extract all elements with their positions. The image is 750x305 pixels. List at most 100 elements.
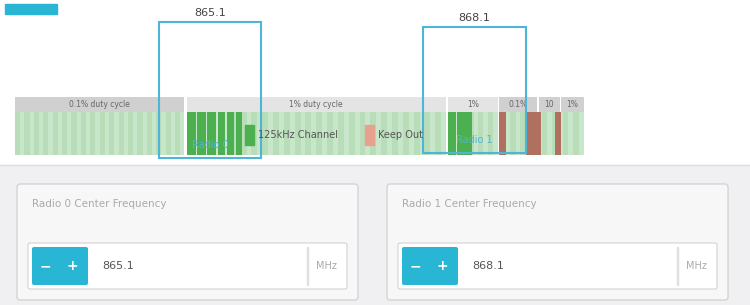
Text: −: − xyxy=(410,259,421,273)
Bar xyxy=(197,112,203,155)
Bar xyxy=(526,112,541,155)
Bar xyxy=(284,112,290,155)
Bar xyxy=(316,112,322,155)
Bar xyxy=(273,112,279,155)
FancyBboxPatch shape xyxy=(387,184,728,300)
Bar xyxy=(555,112,561,155)
FancyBboxPatch shape xyxy=(398,243,717,289)
Bar xyxy=(81,112,86,155)
Text: 868.1: 868.1 xyxy=(458,13,490,23)
Bar xyxy=(207,112,216,155)
Bar xyxy=(15,112,184,155)
Bar xyxy=(327,112,333,155)
Bar xyxy=(236,112,242,155)
Bar xyxy=(448,97,498,112)
Bar xyxy=(44,112,48,155)
Bar xyxy=(197,112,206,155)
Bar xyxy=(424,112,430,155)
Bar xyxy=(478,112,484,155)
Bar xyxy=(458,112,464,155)
Bar xyxy=(542,112,548,155)
FancyBboxPatch shape xyxy=(28,243,347,289)
Bar xyxy=(552,112,558,155)
Bar xyxy=(466,112,472,155)
Bar xyxy=(226,112,234,155)
Bar xyxy=(24,112,29,155)
Text: 0.1%: 0.1% xyxy=(509,100,528,109)
Text: 865.1: 865.1 xyxy=(194,8,226,18)
FancyBboxPatch shape xyxy=(17,184,358,300)
Bar xyxy=(448,112,456,155)
Bar xyxy=(500,112,584,155)
Text: 1% duty cycle: 1% duty cycle xyxy=(290,100,343,109)
Bar xyxy=(365,125,374,145)
Bar xyxy=(538,97,560,112)
Bar xyxy=(307,247,308,285)
Text: 868.1: 868.1 xyxy=(472,261,504,271)
Bar xyxy=(500,112,505,155)
Text: +: + xyxy=(66,259,78,273)
Bar xyxy=(241,112,247,155)
Bar xyxy=(100,112,105,155)
Text: Radio 0 Center Frequency: Radio 0 Center Frequency xyxy=(32,199,166,209)
Bar xyxy=(488,112,494,155)
Bar xyxy=(370,112,376,155)
Bar xyxy=(338,112,344,155)
Bar xyxy=(295,112,301,155)
Bar xyxy=(0,165,750,305)
Text: Radio 0: Radio 0 xyxy=(192,140,229,150)
Bar xyxy=(219,112,225,155)
Bar xyxy=(510,112,516,155)
Bar xyxy=(468,112,473,155)
Text: MHz: MHz xyxy=(686,261,706,271)
Bar xyxy=(147,112,152,155)
Bar xyxy=(305,112,311,155)
Bar xyxy=(359,112,365,155)
Bar xyxy=(209,112,214,155)
Bar xyxy=(448,112,454,155)
Bar xyxy=(90,112,95,155)
Bar xyxy=(166,112,171,155)
Bar xyxy=(413,112,419,155)
Bar xyxy=(562,112,568,155)
Bar xyxy=(230,112,236,155)
Bar xyxy=(349,112,355,155)
Bar xyxy=(5,4,57,14)
FancyBboxPatch shape xyxy=(402,247,458,285)
Bar xyxy=(262,112,268,155)
Text: 1%: 1% xyxy=(566,100,578,109)
Text: Keep Out: Keep Out xyxy=(378,130,423,140)
Bar xyxy=(245,125,254,145)
Bar xyxy=(34,112,39,155)
Bar xyxy=(500,97,538,112)
Bar xyxy=(156,112,161,155)
Text: 0.1% duty cycle: 0.1% duty cycle xyxy=(69,100,130,109)
Bar xyxy=(573,112,579,155)
Text: Radio 1 Center Frequency: Radio 1 Center Frequency xyxy=(402,199,537,209)
Bar xyxy=(53,112,58,155)
Text: +: + xyxy=(436,259,448,273)
Bar xyxy=(128,112,133,155)
Text: 865.1: 865.1 xyxy=(102,261,134,271)
Text: 1%: 1% xyxy=(467,100,479,109)
Bar xyxy=(187,112,196,155)
Bar xyxy=(435,112,441,155)
Bar xyxy=(251,112,257,155)
Bar xyxy=(677,247,678,285)
Bar xyxy=(187,112,446,155)
Bar xyxy=(381,112,387,155)
Bar xyxy=(403,112,409,155)
Bar xyxy=(531,112,537,155)
Bar xyxy=(137,112,142,155)
Bar xyxy=(187,112,193,155)
Bar xyxy=(392,112,398,155)
Bar xyxy=(15,112,20,155)
Text: 10: 10 xyxy=(544,100,554,109)
Bar xyxy=(118,112,124,155)
Text: −: − xyxy=(39,259,51,273)
Bar xyxy=(217,112,225,155)
Bar xyxy=(109,112,114,155)
Bar xyxy=(561,97,584,112)
Bar xyxy=(457,112,465,155)
Bar xyxy=(159,22,261,158)
